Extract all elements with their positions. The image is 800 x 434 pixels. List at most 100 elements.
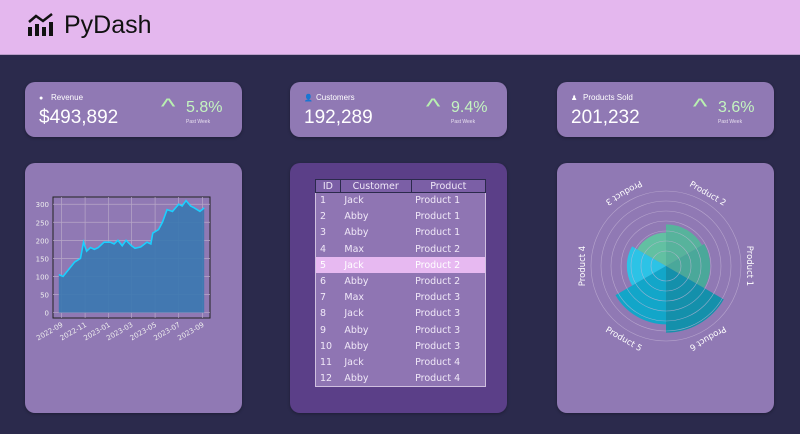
table-row[interactable]: 10 Abby Product 3 xyxy=(316,338,486,354)
table-row[interactable]: 6 Abby Product 2 xyxy=(316,273,486,289)
polar-bar xyxy=(626,246,666,286)
grid-circle xyxy=(610,210,722,322)
table-cell: Abby xyxy=(344,276,369,288)
table-cell: Product 3 xyxy=(415,340,461,352)
table-cell: Product 3 xyxy=(415,308,461,320)
table-cell: Product 3 xyxy=(415,292,461,304)
table-row[interactable]: 7 Max Product 3 xyxy=(316,290,486,306)
kpi-label: ♟ Products Sold xyxy=(571,93,633,102)
kpi-change: 3.6% xyxy=(718,99,755,116)
table-cell: Jack xyxy=(344,308,364,320)
table-row[interactable]: 8 Jack Product 3 xyxy=(316,306,486,322)
kpi-label: ● Revenue xyxy=(39,93,83,102)
box-icon: ♟ xyxy=(571,95,578,102)
kpi-card: ♟ Products Sold 201,232 ^ 3.6% Past Week xyxy=(557,82,774,137)
table-cell: 1 xyxy=(320,195,327,207)
table-cell: 9 xyxy=(320,324,327,336)
table-row[interactable]: 1 Jack Product 1 xyxy=(316,193,486,209)
table-cell: 2 xyxy=(320,211,327,223)
table-cell: 6 xyxy=(320,276,327,288)
table-cell: 7 xyxy=(320,292,327,304)
table-row[interactable]: 12 Abby Product 4 xyxy=(316,371,486,387)
column-header[interactable]: ID xyxy=(315,179,341,193)
table-cell: Product 1 xyxy=(415,211,461,223)
y-tick-label: 50 xyxy=(40,292,49,300)
table-cell: 10 xyxy=(320,340,333,352)
table-cell: Max xyxy=(344,243,365,255)
kpi-label-text: Revenue xyxy=(51,93,84,102)
table-cell: Jack xyxy=(344,356,364,368)
grid-circle xyxy=(650,250,682,282)
kpi-change: 9.4% xyxy=(451,99,488,116)
y-tick-label: 150 xyxy=(36,255,49,263)
table-cell: Product 2 xyxy=(415,243,461,255)
polar-bar xyxy=(666,266,724,333)
kpi-label: 👤 Customers xyxy=(304,93,355,102)
y-tick-label: 300 xyxy=(36,201,49,209)
table-cell: 4 xyxy=(320,243,327,255)
table-cell: Product 2 xyxy=(411,257,486,274)
kpi-change: 5.8% xyxy=(186,99,223,116)
table-cell: Abby xyxy=(344,211,369,223)
trend-up-icon: ^ xyxy=(425,94,441,119)
kpi-period: Past Week xyxy=(451,119,476,125)
column-header[interactable]: Product xyxy=(410,179,487,193)
grid-circle xyxy=(630,230,702,302)
grid-circle xyxy=(590,190,742,342)
table-cell: Product 2 xyxy=(415,276,461,288)
grid-circle xyxy=(600,200,732,332)
products-polar-card: Product 1 Product 2 Product 3 Product 4 Prod… xyxy=(557,163,774,413)
grid-circle xyxy=(640,240,692,292)
table-cell: Max xyxy=(344,292,365,304)
app-header: PyDash xyxy=(0,0,800,55)
category-label: Product 4 xyxy=(578,246,588,286)
table-row[interactable]: 9 Abby Product 3 xyxy=(316,322,486,338)
column-header[interactable]: Customer xyxy=(339,179,412,193)
kpi-value: 192,289 xyxy=(304,107,373,128)
table-cell: Abby xyxy=(344,372,369,384)
kpi-value: 201,232 xyxy=(571,107,640,128)
area-fill xyxy=(58,200,205,313)
polar-bar xyxy=(637,232,666,266)
table-cell: Abby xyxy=(344,324,369,336)
table-cell: 12 xyxy=(320,372,333,384)
table-cell: Abby xyxy=(344,227,369,239)
app-title: PyDash xyxy=(64,11,152,39)
table-cell: Jack xyxy=(340,257,412,274)
kpi-card: ● Revenue $493,892 ^ 5.8% Past Week xyxy=(25,82,242,137)
kpi-period: Past Week xyxy=(718,119,743,125)
chart-bars-trend-icon xyxy=(28,13,53,36)
polar-bar xyxy=(615,266,666,325)
table-cell: 5 xyxy=(315,257,341,274)
kpi-value: $493,892 xyxy=(39,107,119,128)
category-label: Product 2 xyxy=(688,180,728,209)
revenue-line xyxy=(58,199,205,278)
products-polar-chart: Product 1 Product 2 Product 3 Product 4 Prod… xyxy=(578,178,754,354)
orders-table: ID Customer Product 1 Jack Product 1 2 Abby Prod… xyxy=(315,179,487,388)
kpi-label-text: Products Sold xyxy=(583,93,633,102)
table-row[interactable]: 2 Abby Product 1 xyxy=(316,209,486,225)
kpi-label-text: Customers xyxy=(316,93,355,102)
table-row[interactable]: 3 Abby Product 1 xyxy=(316,225,486,241)
table-row[interactable]: 4 Max Product 2 xyxy=(316,241,486,257)
table-cell: Product 3 xyxy=(415,324,461,336)
table-cell: Abby xyxy=(344,340,369,352)
kpi-card: 👤 Customers 192,289 ^ 9.4% Past Week xyxy=(290,82,507,137)
y-tick-label: 0 xyxy=(45,310,49,318)
table-row[interactable]: 5 Jack Product 2 xyxy=(315,257,486,274)
dollar-circle-icon: ● xyxy=(39,95,44,102)
category-label: Product 3 xyxy=(604,178,644,207)
table-cell: Product 4 xyxy=(415,356,461,368)
table-cell: Product 1 xyxy=(415,195,461,207)
table-row[interactable]: 11 Jack Product 4 xyxy=(316,354,486,370)
revenue-chart-card: 0 50 100 150 200 250 300 2022-09 2022-11 2023-01 2… xyxy=(25,163,242,413)
y-tick-label: 250 xyxy=(36,219,49,227)
table-cell: 3 xyxy=(320,227,327,239)
table-cell: Jack xyxy=(344,195,364,207)
table-cell: 11 xyxy=(320,356,333,368)
category-label: Product 1 xyxy=(744,246,754,286)
revenue-area-chart: 0501001502002503002022-092022-112023-012… xyxy=(35,196,211,343)
x-tick-label: 2023-09 xyxy=(176,321,205,343)
y-tick-label: 200 xyxy=(36,237,49,245)
user-icon: 👤 xyxy=(304,95,313,102)
